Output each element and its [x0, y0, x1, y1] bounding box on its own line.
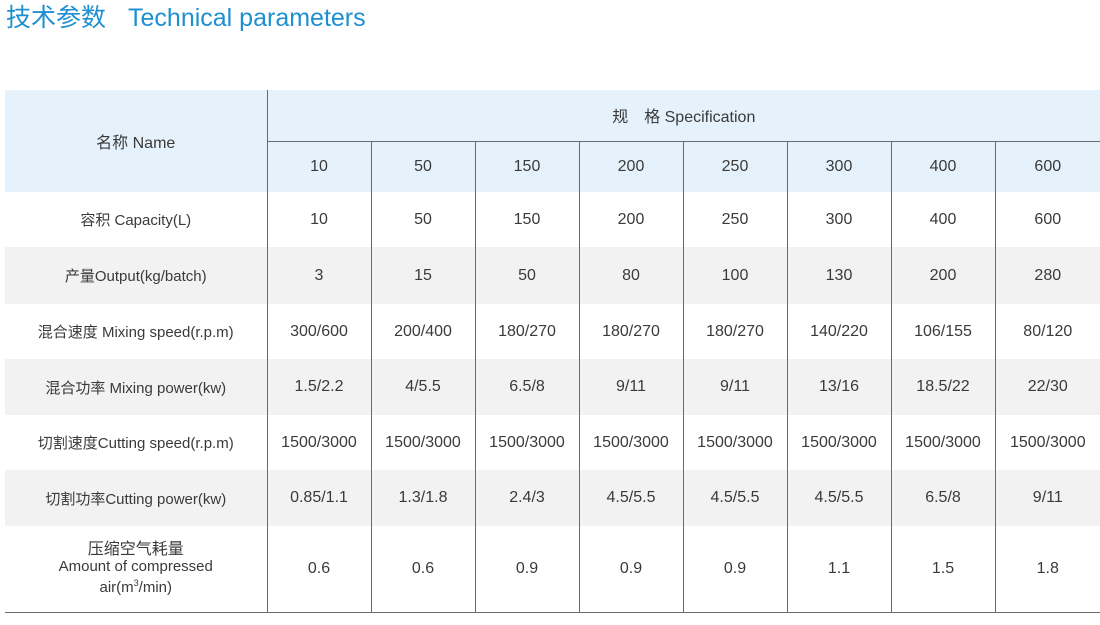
row-label: 容积 Capacity(L) [5, 192, 268, 247]
air-label-sup: 3 [133, 578, 139, 589]
table-cell: 1500/3000 [370, 415, 475, 470]
table-cell: 200/400 [370, 304, 475, 359]
air-label-suffix: /min) [138, 579, 173, 597]
table-cell: 1500/3000 [786, 415, 891, 470]
table-cell: 0.9 [682, 526, 787, 613]
table-row: 混合速度 Mixing speed(r.p.m) 300/600 200/400 18… [5, 304, 1100, 359]
table-cell: 1.3/1.8 [370, 470, 475, 526]
table-cell: 300 [786, 192, 891, 247]
table-cell: 1500/3000 [266, 415, 371, 470]
table-cell: 280 [994, 247, 1100, 304]
table-cell: 18.5/22 [890, 359, 995, 415]
spec-column-header: 50 [370, 141, 475, 192]
table-row: 切割速度Cutting speed(r.p.m) 1500/3000 1500/30… [5, 415, 1100, 470]
table-cell: 0.85/1.1 [266, 470, 371, 526]
page-title-zh: 技术参数 [6, 4, 107, 32]
spec-column-header: 300 [786, 141, 891, 192]
table-cell: 200 [890, 247, 995, 304]
air-label-en-1: Amount of compressed [58, 558, 213, 576]
page-title: 技术参数 Technical parameters [6, 2, 366, 34]
spec-column-header: 250 [682, 141, 787, 192]
table-cell: 150 [474, 192, 579, 247]
table-cell: 22/30 [994, 359, 1100, 415]
spec-column-header: 600 [994, 141, 1100, 192]
spec-header: 规 格 Specification [267, 90, 1100, 142]
table-cell: 1.5/2.2 [266, 359, 371, 415]
table-cell: 1500/3000 [890, 415, 995, 470]
table-cell: 1500/3000 [474, 415, 579, 470]
row-label: 切割速度Cutting speed(r.p.m) [5, 415, 268, 470]
table-cell: 400 [890, 192, 995, 247]
table-cell: 250 [682, 192, 787, 247]
row-label: 混合功率 Mixing power(kw) [5, 359, 268, 415]
table-cell: 4.5/5.5 [578, 470, 683, 526]
table-cell: 50 [370, 192, 475, 247]
spec-column-header: 400 [890, 141, 995, 192]
table-cell: 3 [266, 247, 371, 304]
table-cell: 2.4/3 [474, 470, 579, 526]
table-cell: 100 [682, 247, 787, 304]
table-cell: 10 [266, 192, 371, 247]
table-cell: 1.1 [786, 526, 891, 613]
table-row: 压缩空气耗量 Amount of compressed air(m3/min) 0.6… [5, 526, 1100, 613]
table-row: 容积 Capacity(L) 10 50 150 200 250 300 400 600 [5, 192, 1100, 247]
table-cell: 300/600 [266, 304, 371, 359]
spec-column-header: 200 [578, 141, 683, 192]
table-row: 混合功率 Mixing power(kw) 1.5/2.2 4/5.5 6.5/8 9/… [5, 359, 1100, 415]
table-cell: 1500/3000 [994, 415, 1100, 470]
row-label: 产量Output(kg/batch) [5, 247, 268, 304]
table-cell: 130 [786, 247, 891, 304]
spec-column-header: 10 [310, 157, 328, 175]
table-cell: 106/155 [890, 304, 995, 359]
table-cell: 180/270 [474, 304, 579, 359]
air-label-en-2: air(m3/min) [5, 575, 267, 596]
table-cell: 80 [578, 247, 683, 304]
table-row: 产量Output(kg/batch) 3 15 50 80 100 130 200 280 [5, 247, 1100, 304]
table-cell: 1500/3000 [578, 415, 683, 470]
table-cell: 9/11 [994, 470, 1100, 526]
table-cell: 1500/3000 [682, 415, 787, 470]
table-cell: 80/120 [994, 304, 1100, 359]
row-label-air: 压缩空气耗量 Amount of compressed air(m3/min) [5, 526, 268, 613]
table-cell: 180/270 [682, 304, 787, 359]
page-title-en: Technical parameters [128, 4, 366, 32]
table-cell: 4/5.5 [370, 359, 475, 415]
air-label-zh: 压缩空气耗量 [87, 541, 184, 559]
table-cell: 13/16 [786, 359, 891, 415]
table-cell: 4.5/5.5 [786, 470, 891, 526]
table-cell: 0.6 [370, 526, 475, 613]
spec-columns-row: 10 50 150 200 250 300 400 600 [5, 141, 1100, 192]
table-cell: 600 [994, 192, 1100, 247]
table-cell: 6.5/8 [890, 470, 995, 526]
table-cell: 9/11 [578, 359, 683, 415]
table-cell: 0.9 [578, 526, 683, 613]
table-cell: 180/270 [578, 304, 683, 359]
table-cell: 15 [370, 247, 475, 304]
table-cell: 1.8 [994, 526, 1100, 613]
table-cell: 50 [474, 247, 579, 304]
row-label: 切割功率Cutting power(kw) [5, 470, 268, 526]
table-cell: 1.5 [890, 526, 995, 613]
table-cell: 6.5/8 [474, 359, 579, 415]
air-label-prefix: air(m [99, 579, 134, 597]
spec-column-header: 150 [474, 141, 579, 192]
table-cell: 0.6 [266, 526, 371, 613]
table-cell: 4.5/5.5 [682, 470, 787, 526]
table-cell: 9/11 [682, 359, 787, 415]
technical-parameters-table: 名称 Name 规 格 Specification 10 50 150 200 250 3… [5, 90, 1100, 613]
table-cell: 200 [578, 192, 683, 247]
table-cell: 140/220 [786, 304, 891, 359]
table-cell: 0.9 [474, 526, 579, 613]
name-header: 名称 Name [5, 90, 268, 192]
row-label: 混合速度 Mixing speed(r.p.m) [5, 304, 268, 359]
table-row: 切割功率Cutting power(kw) 0.85/1.1 1.3/1.8 2.4/… [5, 470, 1100, 526]
